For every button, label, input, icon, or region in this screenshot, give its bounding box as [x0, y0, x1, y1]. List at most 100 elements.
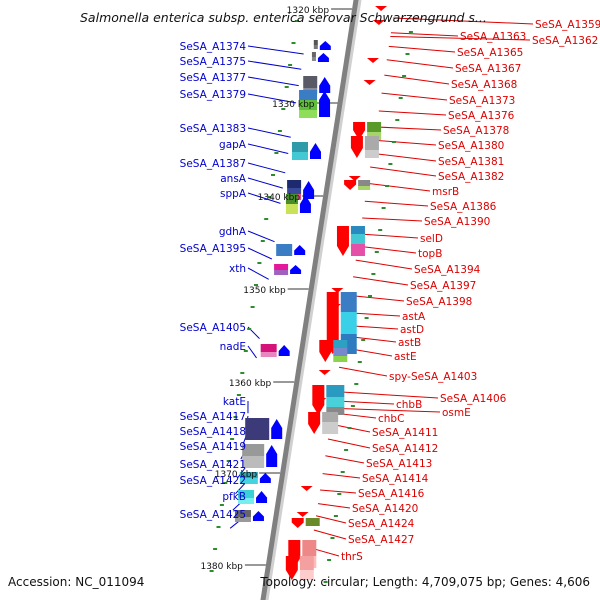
reverse-gene-label: astA — [402, 311, 426, 323]
feature-SeSA_A1425-block — [234, 510, 251, 517]
tick-mark — [260, 240, 265, 242]
forward-callout — [247, 230, 275, 243]
feature-ansA-block — [287, 188, 302, 194]
forward-gene-label: SeSA_A1395 — [180, 243, 246, 255]
reverse-gene-label: SeSA_A1367 — [455, 63, 521, 75]
reverse-callout — [335, 391, 439, 399]
forward-gene-label: SeSA_A1374 — [180, 41, 247, 53]
forward-gene-label: SeSA_A1419 — [180, 441, 246, 453]
forward-gene-label: SeSA_A1405 — [180, 322, 246, 334]
tick-mark — [385, 185, 389, 187]
feature-SeSA_A1425-block — [234, 517, 251, 522]
forward-gene-label: pfkB — [222, 491, 246, 503]
feature-sppA-block — [285, 204, 298, 214]
tick-mark — [219, 504, 224, 506]
feature-SeSA_A1422-block — [239, 472, 258, 478]
feature-spy-arrow — [318, 370, 331, 375]
tick-mark — [230, 438, 235, 440]
tick-mark — [226, 460, 231, 462]
forward-gene-label: SeSA_A1379 — [180, 89, 246, 101]
feature-msrB-arrow — [344, 180, 357, 190]
tick-mark — [254, 284, 258, 286]
feature-xth-arrow — [290, 265, 302, 274]
reverse-gene-label: SeSA_A1365 — [457, 47, 523, 59]
scale-label: 1350 kbp — [243, 286, 286, 296]
tick-mark — [243, 350, 248, 352]
reverse-callout — [364, 200, 429, 207]
reverse-callout — [393, 17, 534, 25]
feature-pfkB-block — [238, 490, 255, 498]
feature-SeSA_A1374-arrow — [319, 41, 331, 50]
feature-SeSA_A1422-arrow — [259, 473, 271, 483]
feature-astE-block — [333, 348, 348, 356]
reverse-gene-label: topB — [418, 248, 442, 260]
feature-SeSA_A1427-block — [302, 540, 317, 556]
feature-sppA-arrow — [299, 195, 311, 213]
feature-SeSA_A1379-block — [299, 100, 318, 110]
forward-callout — [247, 93, 297, 104]
tick-mark — [327, 559, 332, 561]
forward-callout — [247, 177, 283, 189]
feature-chbB-block — [326, 385, 345, 397]
feature-SeSA_A1419-block — [242, 456, 265, 468]
reverse-gene-label: SeSA_A1406 — [440, 393, 507, 405]
forward-callout — [247, 143, 289, 154]
reverse-callout — [313, 529, 347, 540]
tick-mark — [291, 42, 296, 44]
feature-sppA-block — [285, 194, 298, 204]
forward-gene-label: gdhA — [219, 226, 247, 238]
feature-msrB-block — [358, 180, 371, 186]
feature-nadE-block — [260, 352, 277, 357]
reverse-gene-label: SeSA_A1359 — [535, 19, 600, 31]
forward-gene-label: SeSA_A1421 — [180, 459, 246, 471]
tick-mark — [347, 427, 352, 429]
reverse-gene-label: SeSA_A1381 — [438, 156, 504, 168]
reverse-gene-label: thrS — [341, 551, 363, 563]
feature-msrB-block — [358, 186, 371, 190]
backbone-shadow — [263, 0, 362, 600]
feature-SeSA_A1425-arrow — [252, 511, 264, 521]
feature-gapA-block — [291, 152, 308, 160]
feature-SeSA_A1378-block — [367, 122, 382, 132]
tick-mark — [247, 328, 252, 330]
reverse-callout — [390, 36, 531, 41]
forward-gene-label: nadE — [220, 341, 246, 353]
reverse-callout — [350, 294, 405, 302]
reverse-callout — [338, 366, 388, 377]
forward-callout — [247, 76, 299, 87]
forward-gene-label: SeSA_A1383 — [180, 123, 246, 135]
reverse-gene-label: SeSA_A1420 — [352, 503, 418, 515]
reverse-gene-label: SeSA_A1412 — [372, 443, 438, 455]
feature-SeSA_A1375-block — [311, 57, 316, 61]
reverse-callout — [367, 182, 431, 192]
forward-gene-label: ansA — [220, 173, 247, 185]
tick-mark — [350, 405, 355, 407]
reverse-gene-label: SeSA_A1373 — [449, 95, 515, 107]
feature-SeSA_A1377-block — [303, 76, 318, 88]
forward-callout — [247, 247, 273, 260]
reverse-gene-label: astB — [398, 337, 421, 349]
reverse-gene-label: msrB — [432, 186, 459, 198]
reverse-callout — [317, 503, 351, 509]
tick-mark — [267, 196, 272, 198]
feature-msrB-chevron-arrow — [348, 176, 361, 181]
tick-mark — [381, 207, 386, 209]
topology-text: Topology: circular; Length: 4,709,075 bp… — [260, 575, 590, 589]
feature-SeSA_A1374-block — [313, 45, 318, 49]
tick-mark — [277, 130, 282, 132]
forward-gene-label: SeSA_A1377 — [180, 72, 246, 84]
tick-mark — [223, 482, 228, 484]
tick-mark — [408, 31, 413, 33]
reverse-gene-label: SeSA_A1363 — [460, 31, 526, 43]
reverse-gene-label: chbC — [378, 413, 404, 425]
forward-gene-label: SeSA_A1418 — [180, 426, 246, 438]
feature-gapA-block — [291, 142, 308, 152]
feature-SeSA_A1375-block — [311, 52, 316, 57]
tick-mark — [354, 383, 359, 385]
reverse-gene-label: SeSA_A1394 — [414, 264, 481, 276]
forward-callout — [247, 345, 257, 359]
tick-mark — [357, 361, 362, 363]
feature-SeSA_A1419-block — [242, 444, 265, 456]
tick-mark — [395, 119, 400, 121]
